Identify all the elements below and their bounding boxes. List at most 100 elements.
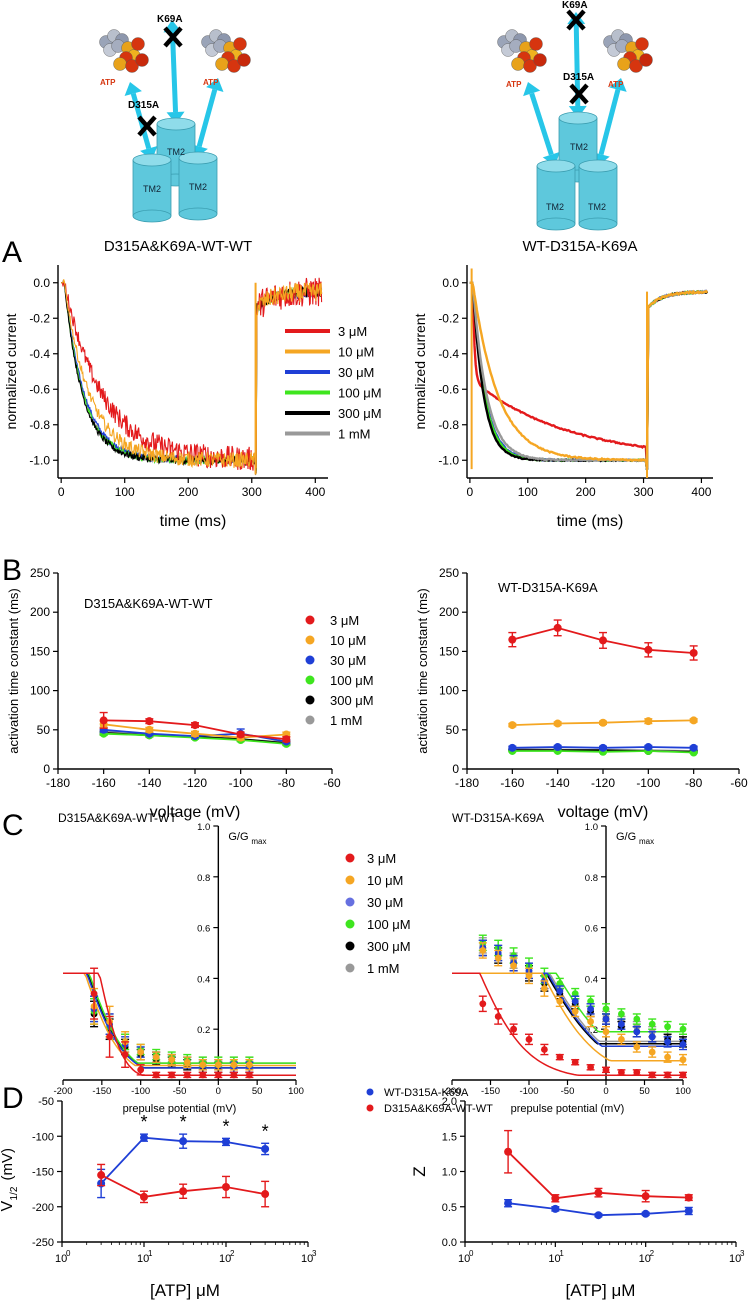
data-point: [587, 1063, 594, 1071]
data-point: [222, 1137, 230, 1146]
y-tick-label: -1.0: [438, 453, 459, 467]
x-axis-label: [ATP] μM: [150, 1281, 220, 1300]
arrow-head: [609, 78, 627, 92]
axes: -200 -150 -100 -50 0 50 100 0.2 0.4 0.6 0.8 1.0: [53, 822, 303, 1097]
x-tick-exponent: 1: [559, 1249, 564, 1258]
y-axis-label: Z: [410, 1166, 429, 1176]
atp-atom: [635, 37, 649, 51]
fit-curve: [63, 972, 296, 1069]
x-stroke: [137, 115, 157, 137]
x-axis-label: prepulse potential (mV): [511, 1103, 625, 1115]
axes: 100 101 102 103-50-100-150-200-250: [32, 1096, 317, 1265]
data-point: [508, 635, 517, 644]
data-point: [145, 725, 154, 734]
data-point: [599, 636, 607, 645]
data-point: [525, 972, 533, 980]
x-tick-label: -60: [730, 776, 748, 790]
data-point: [191, 721, 199, 730]
trace-line: [469, 281, 709, 469]
y-tick-label: 0.5: [442, 1202, 457, 1214]
data-point: [571, 1008, 579, 1015]
data-point: [556, 997, 564, 1005]
data-point: [510, 1025, 517, 1033]
legend-label: 3 μM: [338, 324, 367, 339]
legend-label: 300 μM: [338, 406, 382, 421]
atp-molecule-left: [497, 29, 547, 73]
legend-label: 100 μM: [367, 917, 411, 932]
x-tick-exponent: 3: [312, 1249, 317, 1258]
data-point: [504, 1147, 513, 1156]
data-point: [648, 1020, 656, 1028]
y-tick-label: -0.8: [438, 418, 459, 432]
data-point: [261, 1144, 270, 1153]
atp-atom: [529, 37, 543, 51]
helix-left: [536, 159, 576, 231]
chart-title: D315A&K69A-WT-WT: [84, 596, 213, 611]
legend-marker: [345, 919, 355, 929]
trace-line: [469, 281, 709, 470]
cylinder-top: [536, 159, 576, 173]
legend-marker: [305, 715, 315, 725]
legend-marker: [305, 655, 315, 665]
x-axis-label: prepulse potential (mV): [123, 1103, 237, 1115]
trace-line: [61, 277, 323, 475]
data-point: [504, 1199, 513, 1208]
y-tick-label: 0.6: [197, 924, 210, 935]
trace-line: [61, 281, 323, 472]
arrow-shaft: [196, 88, 218, 148]
y-tick-label: 0.2: [197, 1025, 210, 1036]
data-point: [618, 1035, 625, 1043]
legend-marker: [366, 1104, 374, 1112]
cylinder-body: [178, 157, 218, 215]
x-tick-label: 10: [137, 1253, 149, 1265]
y-tick-label: -0.2: [29, 311, 50, 325]
label-atp: ATP: [100, 78, 116, 87]
arrow-head: [206, 78, 224, 92]
data-point: [551, 1194, 560, 1203]
x-axis-label: [ATP] μM: [566, 1281, 636, 1300]
label-d315a: D315A: [563, 72, 594, 83]
data-point: [236, 730, 245, 739]
trace-line: [61, 281, 323, 473]
legend-label: 1 mM: [338, 427, 371, 442]
atp-molecule-right: [201, 29, 251, 73]
x-tick-exponent: 3: [740, 1249, 745, 1258]
x-tick-label: -150: [92, 1086, 111, 1097]
label-tm2: TM2: [570, 142, 588, 152]
data-point: [689, 716, 698, 725]
chart-b-left: -180 -160 -140 -120 -100 -80 -60 0 50 100 150 200 25…: [6, 566, 341, 821]
significance-asterisk: *: [262, 1121, 269, 1141]
y-tick-label: 150: [30, 644, 50, 658]
legend-b: 3 μM 10 μM 30 μM 100 μM 300 μM 1 mM: [305, 613, 374, 728]
legend-label: 100 μM: [330, 673, 374, 688]
label-k69a: K69A: [562, 0, 588, 11]
x-tick-label: 50: [639, 1086, 650, 1097]
legend-label: 300 μM: [330, 693, 374, 708]
cylinder-body: [578, 165, 618, 225]
data-point: [679, 1056, 687, 1064]
arrow-head: [124, 82, 142, 96]
data-point: [633, 1015, 641, 1023]
label-atp: ATP: [506, 80, 522, 89]
data-point: [494, 1013, 502, 1020]
y-axis-label: activation time constant (ms): [415, 588, 430, 753]
x-tick-label: -180: [455, 776, 479, 790]
data-point: [679, 1071, 687, 1079]
chart-d-left: 100 101 102 103-50-100-150-200-250[ATP] μMV…: [0, 1096, 317, 1300]
data-point: [168, 1071, 176, 1079]
fit-curve: [452, 972, 683, 1045]
x-tick-label: 200: [178, 485, 198, 499]
chart-b-right: -180 -160 -140 -120 -100 -80 -60 0 50 100 150 200 25…: [415, 566, 748, 821]
data-point: [587, 997, 594, 1005]
data-point: [510, 962, 517, 970]
legend-d: WT-D315A-K69A D315A&K69A-WT-WT: [366, 1087, 493, 1115]
data-point: [551, 1204, 560, 1213]
data-point: [246, 1061, 253, 1069]
data-point: [599, 718, 607, 727]
cylinder-bottom: [578, 217, 618, 231]
atp-atom: [523, 59, 537, 73]
mutation-x-k69a: [566, 9, 586, 31]
x-tick-label: 50: [252, 1086, 263, 1097]
cylinder-body: [536, 165, 576, 225]
